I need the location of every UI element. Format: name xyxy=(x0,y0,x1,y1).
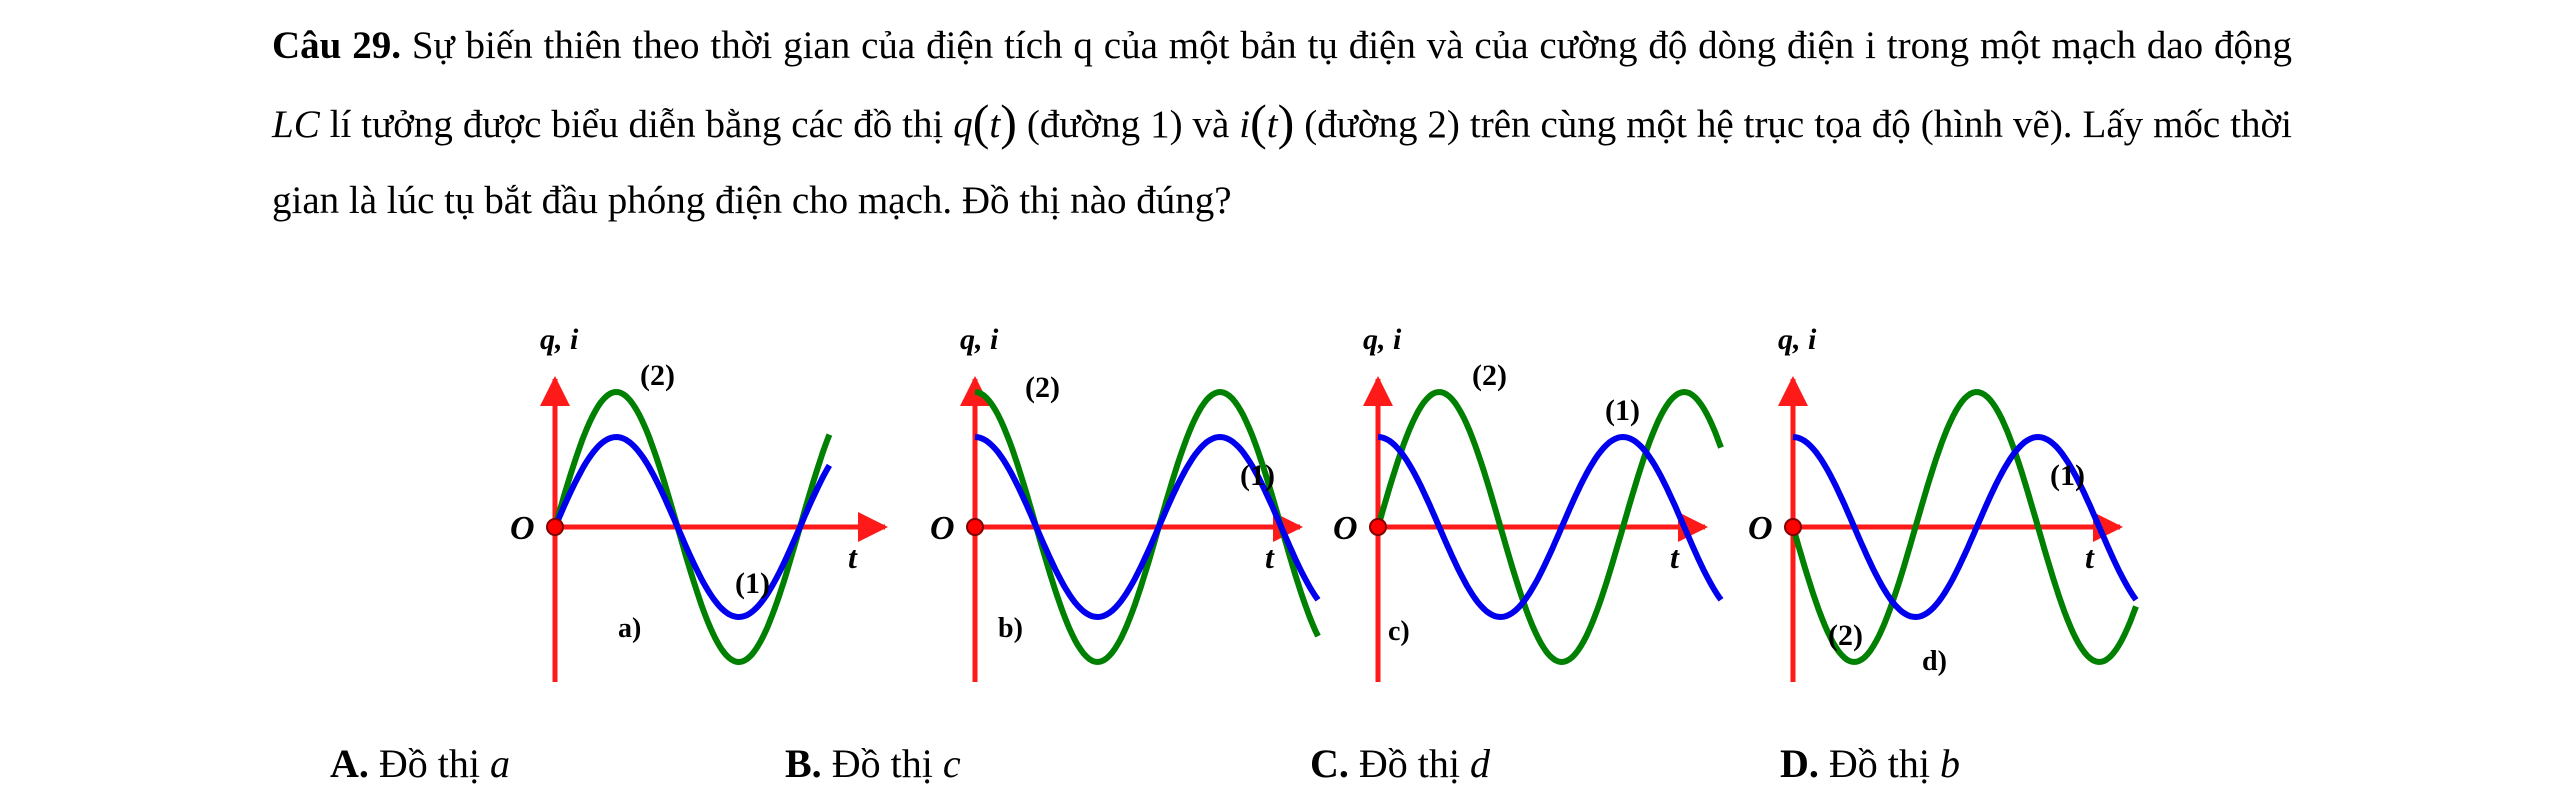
curve-1-label: (1) xyxy=(1605,394,1640,427)
option-text: Đồ thị xyxy=(368,741,491,786)
origin-label: O xyxy=(1748,510,1773,547)
curve-2-current xyxy=(1790,388,2139,666)
answer-options: A. Đồ thị a B. Đồ thị c C. Đồ thị d D. Đ… xyxy=(0,740,2550,800)
curve-2-label: (2) xyxy=(640,359,675,392)
q-function: q xyxy=(953,103,973,146)
origin-label: O xyxy=(930,510,955,547)
option-letter: D. xyxy=(1780,741,1819,786)
origin-label: O xyxy=(1333,510,1358,547)
graph-label: c) xyxy=(1388,616,1410,647)
curve-2-label: (2) xyxy=(1472,359,1507,392)
option-text: Đồ thị xyxy=(1818,741,1941,786)
curve-2-current xyxy=(1375,388,1724,666)
curve-2-label: (2) xyxy=(1025,371,1060,404)
origin-label: O xyxy=(510,510,535,547)
y-axis-label: q, i xyxy=(1778,323,1817,356)
lc-symbol: LC xyxy=(272,103,320,146)
option-variable: b xyxy=(1940,741,1961,786)
option-text: Đồ thị xyxy=(821,741,943,786)
y-axis-label: q, i xyxy=(960,323,999,356)
option-letter: B. xyxy=(785,741,822,786)
option-a[interactable]: A. Đồ thị a xyxy=(330,740,510,787)
origin-dot xyxy=(1784,518,1802,536)
curve-1-label: (1) xyxy=(735,567,770,600)
curve-1-charge xyxy=(1377,433,1724,621)
graph-label: a) xyxy=(618,613,641,644)
question-text-part: lí tưởng được biểu diễn bằng các đồ thị xyxy=(319,103,954,146)
option-letter: A. xyxy=(330,741,369,786)
origin-dot xyxy=(546,518,564,536)
graph-a: q, i Ot (1) (2) a) xyxy=(510,323,888,682)
graph-b: q, i Ot (1) (2) b) xyxy=(930,323,1321,682)
x-axis-label: t xyxy=(1265,539,1275,575)
curve-1-label: (1) xyxy=(1240,459,1275,492)
question-text-part: (đường 1) và xyxy=(1016,103,1240,146)
option-variable: c xyxy=(942,741,961,786)
origin-dot xyxy=(1369,518,1387,536)
origin-dot xyxy=(966,518,984,536)
curve-2-current xyxy=(552,388,833,666)
question-text: Câu 29. Sự biến thiên theo thời gian của… xyxy=(272,24,2292,222)
question-text-part: (đường 2) trên cùng một hệ trục tọa độ (… xyxy=(272,103,2292,222)
curve-1-label: (1) xyxy=(2050,459,2085,492)
t-variable: t xyxy=(1266,103,1278,146)
option-variable: d xyxy=(1470,741,1491,786)
curve-1-charge xyxy=(1792,433,2139,621)
option-b[interactable]: B. Đồ thị c xyxy=(785,740,961,787)
graph-d: q, i Ot (1) (2) d) xyxy=(1748,323,2139,682)
curve-1-charge xyxy=(974,433,1321,621)
x-axis-label: t xyxy=(1670,539,1680,575)
x-axis-label: t xyxy=(2085,539,2095,575)
option-text: Đồ thị xyxy=(1348,741,1471,786)
y-axis-label: q, i xyxy=(540,323,579,356)
question-label: Câu 29. xyxy=(272,24,401,67)
question-text-part: Sự biến thiên theo thời gian của điện tí… xyxy=(400,24,2292,67)
i-function: i xyxy=(1239,103,1251,146)
curve-2-label: (2) xyxy=(1828,619,1863,652)
y-axis-label: q, i xyxy=(1363,323,1402,356)
option-c[interactable]: C. Đồ thị d xyxy=(1310,740,1490,787)
option-variable: a xyxy=(490,741,511,786)
x-axis-label: t xyxy=(848,539,858,575)
t-variable: t xyxy=(989,103,1001,146)
graph-c: q, i Ot (1) (2) c) xyxy=(1333,323,1724,682)
graph-label: d) xyxy=(1922,646,1947,677)
option-letter: C. xyxy=(1310,741,1349,786)
curve-1-charge xyxy=(552,433,832,621)
option-d[interactable]: D. Đồ thị b xyxy=(1780,740,1960,787)
graph-label: b) xyxy=(998,613,1023,644)
